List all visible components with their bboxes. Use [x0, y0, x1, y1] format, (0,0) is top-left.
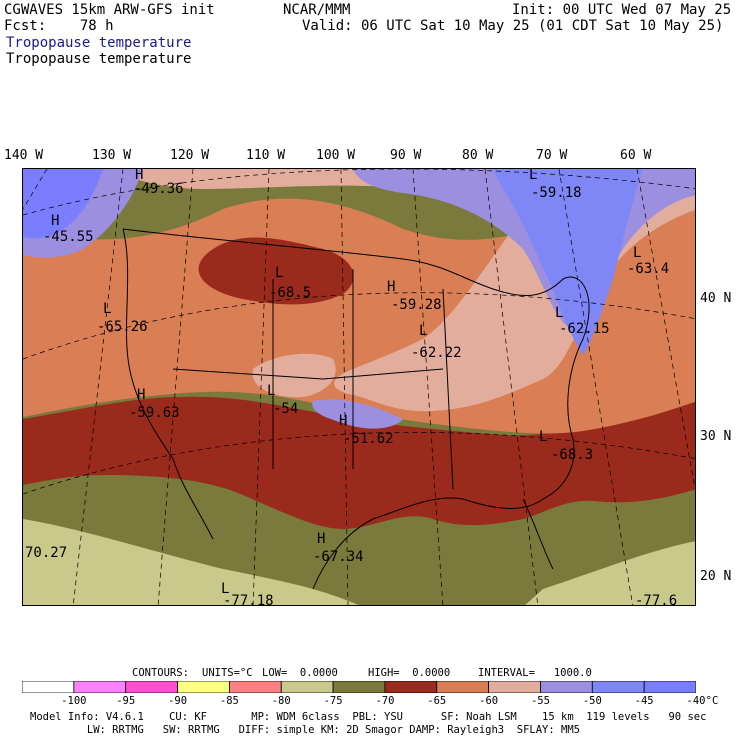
forecast-hour: Fcst: 78 h	[4, 18, 114, 34]
map-label-value: -45.55	[43, 229, 94, 245]
lat-label-20n: 20 N	[700, 569, 732, 584]
colorbar-tick-label: -70	[375, 695, 395, 707]
colorbar-swatch	[228, 681, 282, 693]
band-khaki-sw	[23, 519, 359, 605]
colorbar-tick-label: °C	[705, 695, 719, 707]
map-label-letter: H	[317, 531, 325, 547]
lon-label-110w: 110 W	[246, 148, 286, 163]
model-title: CGWAVES 15km ARW-GFS init	[4, 2, 215, 18]
map-label-value: -54	[273, 401, 298, 417]
map-label-value: -49.36	[133, 181, 184, 197]
colorbar-tick-label: -100	[61, 695, 87, 707]
map-label-letter: H	[339, 413, 347, 429]
map-label-value: -59.63	[129, 405, 180, 421]
map-panel: H -49.36 H -45.55 L -59.18 L -63.4 L -68…	[22, 168, 696, 606]
colorbar-swatch	[177, 681, 230, 693]
map-label-value: -51.62	[343, 431, 394, 447]
colorbar-swatch	[643, 681, 696, 693]
valid-time: Valid: 06 UTC Sat 10 May 25 (01 CDT Sat …	[302, 18, 724, 34]
map-label-letter: H	[135, 169, 143, 183]
contour-high: HIGH= 0.0000	[368, 667, 451, 679]
colorbar-tick-label: -75	[323, 695, 343, 707]
colorbar-tick-label: -85	[219, 695, 239, 707]
colorbar-swatch	[125, 681, 178, 693]
map-label-value: -77.18	[223, 593, 274, 606]
colorbar-tick-label: -65	[427, 695, 447, 707]
lon-label-130w: 130 W	[92, 148, 132, 163]
map-labels: H -49.36 H -45.55 L -59.18 L -63.4 L -68…	[25, 169, 677, 606]
colorbar-tick-label: -60	[479, 695, 499, 707]
map-label-letter: L	[221, 581, 229, 597]
map-label-value: -62.15	[559, 321, 610, 337]
map-label-letter: H	[387, 279, 395, 295]
lon-label-120w: 120 W	[170, 148, 210, 163]
map-label-value: -68.5	[269, 285, 311, 301]
contour-interval: INTERVAL= 1000.0	[478, 667, 592, 679]
colorbar-tick-label: -50	[582, 695, 602, 707]
lon-label-90w: 90 W	[390, 148, 422, 163]
colorbar-swatch	[591, 681, 645, 693]
map-label-letter: H	[137, 387, 145, 403]
colorbar-swatch	[73, 681, 127, 693]
graticule	[23, 169, 695, 605]
model-info-line2: LW: RRTMG SW: RRTMG DIFF: simple KM: 2D …	[30, 724, 580, 736]
colorbar-tick-label: -45	[634, 695, 654, 707]
field-title-2: Tropopause temperature	[6, 51, 192, 67]
map-label-value: -68.3	[551, 447, 593, 463]
map-label-value: -59.28	[391, 297, 442, 313]
lon-label-100w: 100 W	[316, 148, 356, 163]
map-label-letter: L	[539, 429, 547, 445]
contour-label: CONTOURS:	[132, 667, 189, 679]
colorbar-swatch	[488, 681, 541, 693]
colorbar-tick-label: -90	[168, 695, 188, 707]
organization: NCAR/MMM	[283, 2, 351, 18]
colorbar-tick-label: -55	[530, 695, 550, 707]
map-label-letter: H	[51, 213, 59, 229]
map-label-letter: L	[529, 169, 537, 183]
map-label-value: -65.26	[97, 319, 148, 335]
map-label-value: 70.27	[25, 545, 67, 561]
blob-blue-northwest	[23, 169, 103, 239]
blob-purple-central	[312, 399, 403, 429]
lon-label-70w: 70 W	[536, 148, 568, 163]
blob-blue-northeast	[493, 169, 643, 355]
colorbar-swatch	[332, 681, 386, 693]
map-label-letter: L	[633, 245, 641, 261]
band-darkred	[23, 396, 695, 529]
blob-darkred-north	[198, 237, 354, 305]
field-title-1: Tropopause temperature	[6, 35, 192, 51]
map-label-value: -63.4	[627, 261, 669, 277]
colorbar-tick-label: -95	[116, 695, 136, 707]
band-khaki-se	[525, 541, 695, 605]
map-svg: H -49.36 H -45.55 L -59.18 L -63.4 L -68…	[23, 169, 695, 606]
model-info-line1: Model Info: V4.6.1 CU: KF MP: WDM 6class…	[30, 711, 707, 723]
map-label-value: -62.22	[411, 345, 462, 361]
map-label-value: -77.6	[635, 593, 677, 606]
colorbar-swatch	[22, 681, 75, 693]
lon-label-80w: 80 W	[462, 148, 494, 163]
colorbar-tick-label: -80	[271, 695, 291, 707]
colorbar-swatch	[540, 681, 593, 693]
map-label-value: -67.34	[313, 549, 364, 565]
colorbar-tick-label: -40	[686, 695, 706, 707]
lon-label-60w: 60 W	[620, 148, 652, 163]
colorbar-swatch	[280, 681, 334, 693]
map-label-letter: L	[275, 265, 283, 281]
coastlines	[122, 228, 590, 590]
lat-label-40n: 40 N	[700, 291, 732, 306]
colorbar-swatch	[384, 681, 438, 693]
lon-label-140w: 140 W	[4, 148, 44, 163]
contour-units: UNITS=°C	[202, 667, 253, 679]
map-label-letter: L	[103, 301, 111, 317]
map-label-letter: L	[267, 383, 275, 399]
colorbar-swatch	[436, 681, 490, 693]
colorbar	[22, 681, 696, 693]
lat-label-30n: 30 N	[700, 429, 732, 444]
map-label-letter: L	[419, 323, 427, 339]
init-time: Init: 00 UTC Wed 07 May 25	[512, 2, 732, 18]
contour-low: LOW= 0.0000	[262, 667, 338, 679]
map-label-letter: L	[555, 305, 563, 321]
map-label-value: -59.18	[531, 185, 582, 201]
